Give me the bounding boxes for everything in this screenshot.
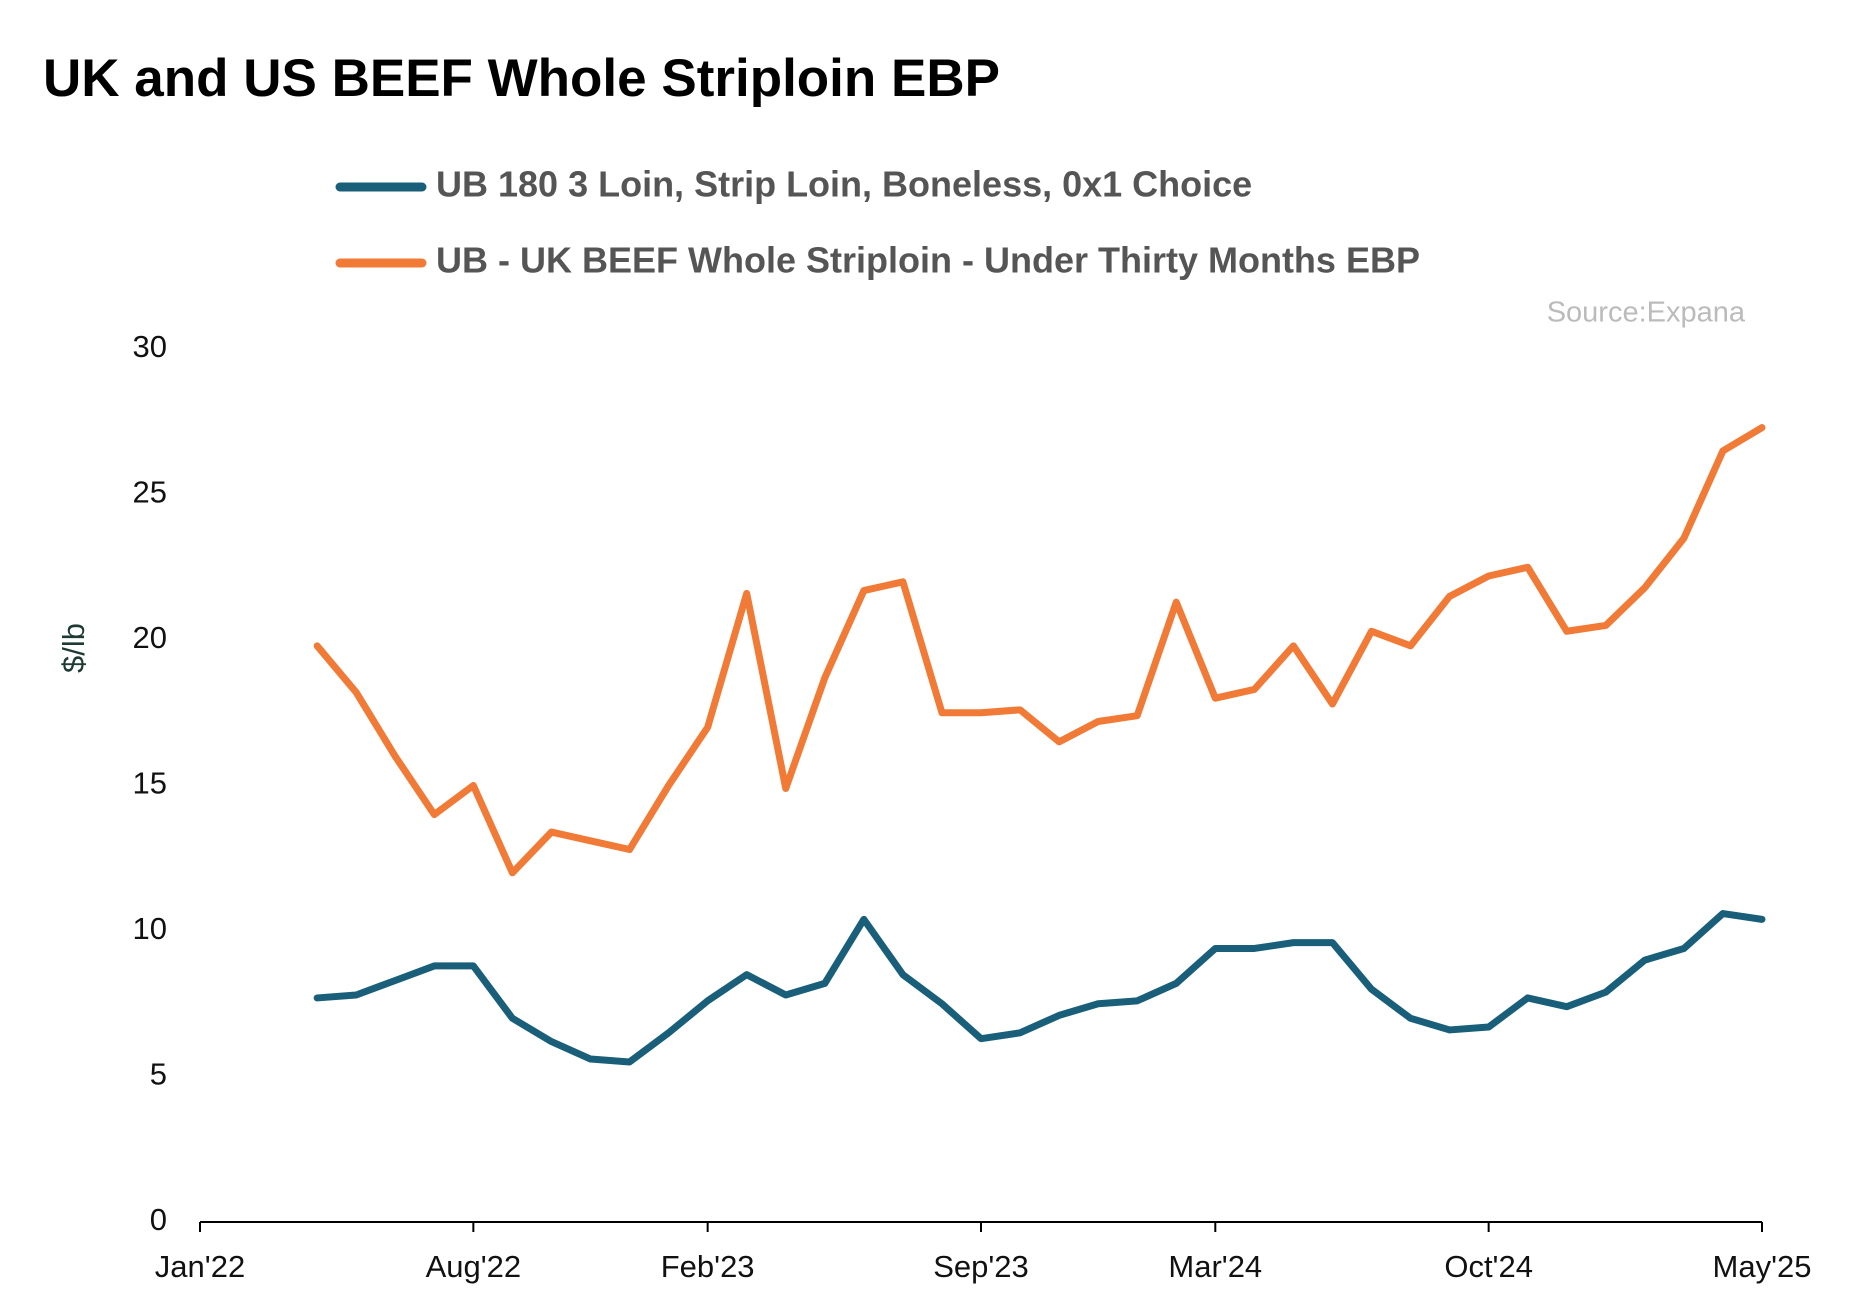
- x-tick-label: Mar'24: [1168, 1249, 1262, 1284]
- x-tick-label: Sep'23: [933, 1249, 1029, 1284]
- x-tick-label: Aug'22: [426, 1249, 522, 1284]
- y-tick-label: 15: [133, 766, 167, 801]
- x-tick-label: May'25: [1713, 1249, 1812, 1284]
- y-tick-label: 0: [150, 1202, 167, 1237]
- x-tick-label: Oct'24: [1444, 1249, 1533, 1284]
- y-axis-label: $/lb: [56, 623, 91, 673]
- x-tick-label: Feb'23: [661, 1249, 755, 1284]
- y-tick-label: 5: [150, 1057, 167, 1092]
- y-tick-label: 25: [133, 475, 167, 510]
- series-line: [313, 424, 1766, 877]
- y-tick-label: 10: [133, 911, 167, 946]
- y-tick-label: 30: [133, 329, 167, 364]
- source: Source:Expana: [1547, 297, 1746, 329]
- chart-title: UK and US BEEF Whole Striploin EBP: [43, 49, 1000, 108]
- series-line: [313, 910, 1766, 1066]
- x-tick-label: Jan'22: [155, 1249, 245, 1284]
- legend-label: UB 180 3 Loin, Strip Loin, Boneless, 0x1…: [436, 164, 1252, 205]
- legend-label: UB - UK BEEF Whole Striploin - Under Thi…: [436, 240, 1420, 281]
- y-tick-label: 20: [133, 620, 167, 655]
